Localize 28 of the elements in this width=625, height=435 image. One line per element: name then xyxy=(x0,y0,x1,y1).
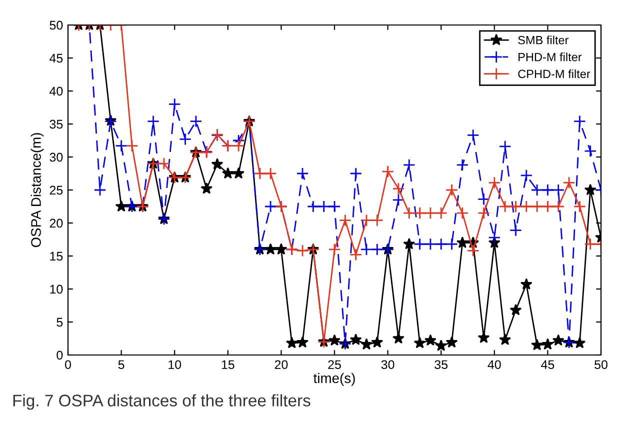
x-tick-label: 15 xyxy=(222,360,234,370)
y-tick-label: 25 xyxy=(50,186,63,195)
caption: Fig. 7 OSPA distances of the three filters xyxy=(13,394,310,410)
y-tick-label: 35 xyxy=(50,120,63,129)
y-tick-label: 40 xyxy=(50,86,63,96)
x-tick-label: 50 xyxy=(594,360,608,370)
y-tick-label: 20 xyxy=(50,218,63,228)
x-tick-label: 45 xyxy=(541,360,554,370)
y-tick-label: 50 xyxy=(50,20,63,30)
y-tick-label: 15 xyxy=(50,252,63,261)
x-tick-label: 30 xyxy=(381,360,394,370)
x-tick-label: 25 xyxy=(328,360,341,370)
y-tick-label: 5 xyxy=(56,318,63,327)
x-tick-label: 20 xyxy=(274,360,288,370)
x-tick-label: 10 xyxy=(168,360,182,370)
legend-label: SMB filter xyxy=(518,36,569,44)
y-tick-label: 0 xyxy=(56,350,63,360)
x-tick-label: 5 xyxy=(118,360,124,370)
legend-label: PHD-M filter xyxy=(518,52,582,62)
y-tick-label: 45 xyxy=(50,54,63,63)
y-tick-label: 10 xyxy=(50,284,63,294)
x-tick-label: 0 xyxy=(65,360,71,370)
x-axis-title: time(s) xyxy=(313,372,355,386)
legend-label: CPHD-M filter xyxy=(518,69,590,78)
x-tick-label: 35 xyxy=(434,360,448,370)
y-tick-label: 30 xyxy=(50,152,63,162)
y-axis-title: OSPA Distance(m) xyxy=(30,133,44,248)
x-tick-label: 40 xyxy=(488,360,501,370)
